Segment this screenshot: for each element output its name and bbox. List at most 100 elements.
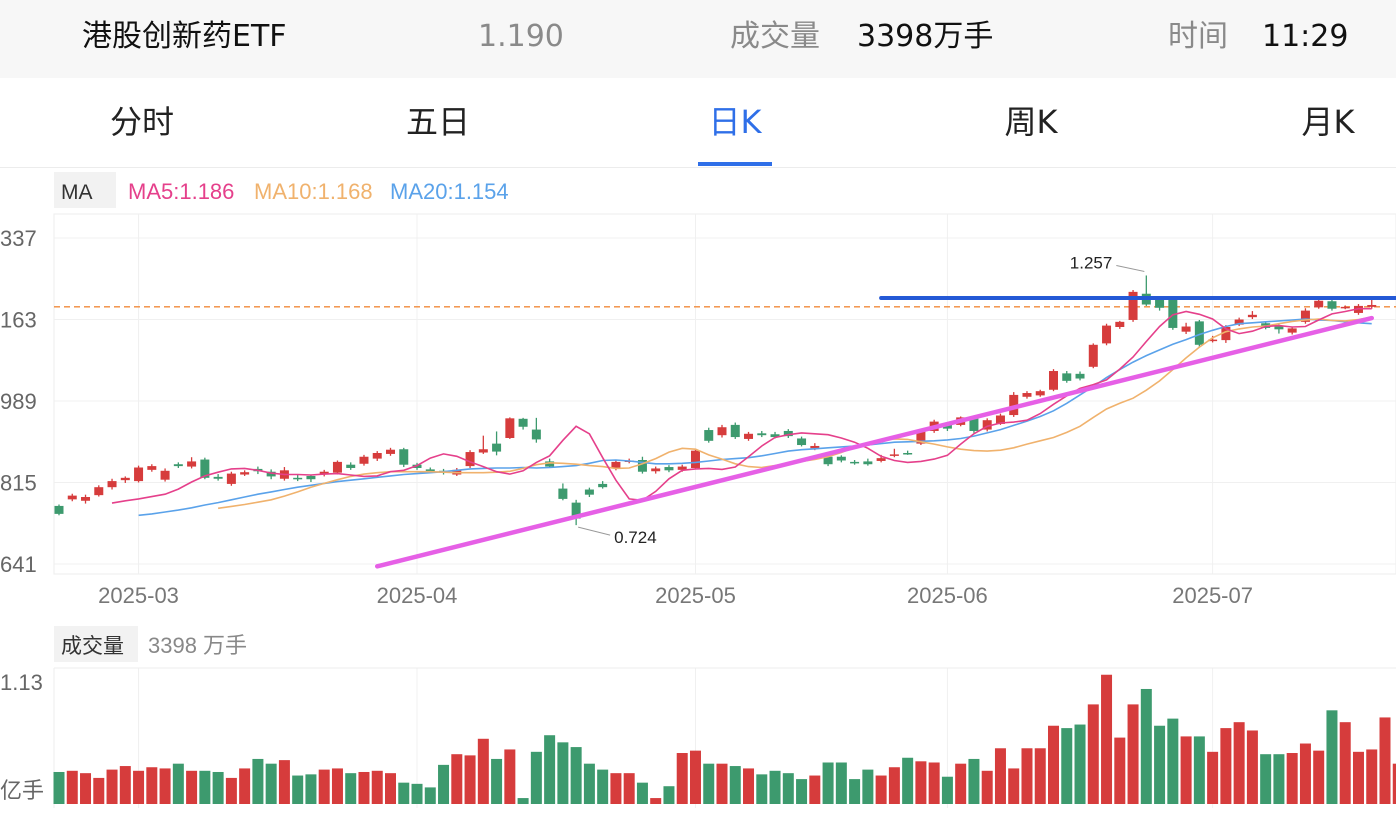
candle-body	[1194, 321, 1204, 345]
candle-body	[332, 461, 342, 473]
volume-bar	[119, 766, 131, 804]
tab-monthly-k[interactable]: 月K	[1301, 103, 1355, 141]
volume-bar	[796, 779, 808, 804]
volume-bar	[1114, 737, 1126, 804]
volume-bar	[1379, 717, 1391, 804]
tab-daily-k[interactable]: 日K	[708, 103, 762, 141]
volume-panel-label: 成交量	[61, 635, 124, 658]
candle-body	[717, 427, 727, 436]
volume-bar	[265, 763, 277, 804]
candle-body	[545, 461, 555, 467]
volume-unit-label: 亿手	[0, 778, 44, 803]
candle-body	[916, 431, 926, 444]
candle-body	[386, 449, 395, 454]
candle-body	[478, 449, 488, 453]
candle-body	[1247, 314, 1257, 318]
volume-bar	[292, 775, 304, 804]
volume-bar	[782, 773, 794, 804]
volume-bar	[915, 761, 927, 804]
volume-bar	[610, 773, 622, 804]
candle-body	[823, 456, 833, 465]
time-value: 11:29	[1262, 19, 1349, 54]
volume-bar	[331, 768, 343, 804]
candle-body	[1181, 326, 1191, 332]
candle-body	[598, 483, 608, 488]
candle-body	[266, 471, 276, 477]
volume-bar	[106, 769, 118, 804]
volume-bar	[849, 779, 861, 804]
volume-bar	[398, 782, 410, 804]
volume-bar	[53, 771, 65, 804]
candle-body	[1075, 373, 1085, 379]
volume-bar	[1299, 743, 1311, 804]
volume-bar	[1366, 749, 1378, 804]
tab-minute[interactable]: 分时	[109, 103, 174, 141]
y-tick-label: 989	[0, 389, 37, 414]
high-annotation-leader	[1116, 264, 1145, 272]
volume-bar	[835, 762, 847, 804]
candle-body	[399, 449, 409, 465]
ma-legend-box	[54, 172, 116, 208]
candle-body	[664, 467, 674, 471]
candle-body	[505, 418, 515, 439]
volume-bar	[994, 748, 1006, 804]
candle-body	[346, 464, 356, 468]
volume-bar	[464, 755, 476, 804]
tab-weekly-k[interactable]: 周K	[1004, 103, 1058, 141]
candle-body	[1062, 373, 1072, 381]
volume-bar	[477, 738, 489, 804]
volume-bar	[822, 762, 834, 804]
candle-body	[1221, 326, 1231, 341]
candle-body	[1022, 393, 1032, 397]
volume-bar	[93, 777, 105, 804]
candle-body	[492, 443, 502, 452]
volume-bar	[756, 774, 768, 804]
candle-body	[850, 461, 860, 464]
candle-body	[1287, 328, 1297, 333]
volume-bar	[1233, 722, 1245, 804]
ma20-line	[138, 318, 1372, 517]
volume-bar	[358, 771, 370, 804]
volume-bar	[928, 762, 940, 804]
volume-bar	[1034, 748, 1046, 804]
volume-bar	[1008, 768, 1020, 804]
x-tick-label: 2025-04	[377, 583, 458, 608]
candle-body	[1340, 306, 1350, 309]
volume-bar	[716, 763, 728, 804]
candle-body	[1155, 298, 1165, 308]
candle-body	[744, 433, 754, 439]
candle-body	[187, 461, 197, 467]
tab-five-day[interactable]: 五日	[405, 103, 470, 141]
volume-bar	[517, 798, 529, 804]
volume-bar	[623, 773, 635, 804]
volume-bar	[544, 735, 556, 804]
volume-bar	[1326, 710, 1338, 804]
volume-bar	[1021, 748, 1033, 804]
volume-bar	[769, 770, 781, 804]
volume-bar	[530, 751, 542, 804]
candle-body	[903, 452, 913, 455]
volume-bar	[1339, 722, 1351, 804]
candle-body	[982, 420, 992, 430]
volume-bar	[1313, 750, 1325, 804]
ma-legend-ma10: MA10:1.168	[254, 179, 373, 204]
volume-bar	[1101, 674, 1113, 804]
candle-body	[134, 467, 144, 482]
volume-bar	[862, 769, 874, 804]
support-trendline[interactable]	[374, 315, 1374, 569]
volume-bar	[278, 760, 290, 804]
volume-bar	[318, 769, 330, 804]
volume-bar	[1154, 725, 1166, 804]
volume-bar	[1127, 704, 1139, 804]
volume-bar	[491, 758, 503, 804]
volume-bar	[225, 777, 237, 804]
volume-bar	[159, 768, 171, 804]
volume-bar	[385, 773, 396, 804]
volume-bar	[743, 768, 755, 804]
candle-body	[1102, 325, 1112, 344]
candle-body	[730, 424, 740, 438]
candle-body	[770, 434, 780, 438]
time-label: 时间	[1168, 19, 1228, 54]
candle-body	[67, 495, 77, 500]
